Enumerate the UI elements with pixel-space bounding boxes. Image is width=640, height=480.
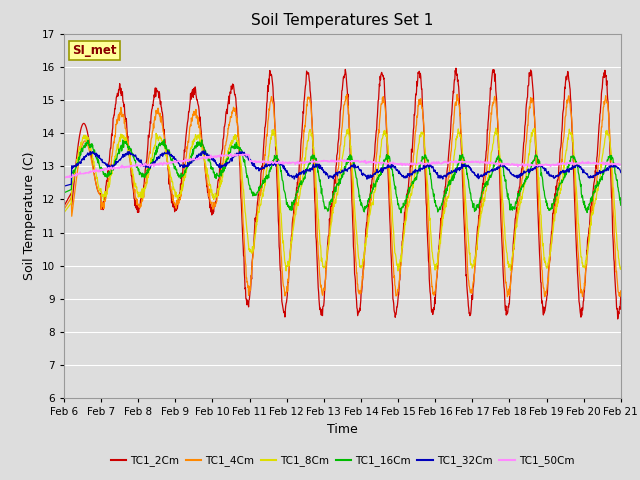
TC1_4Cm (184, 140, 191, 145)
TC1_2Cm (614, 316, 621, 322)
TC1_32Cm (184, 163, 192, 169)
Line: TC1_8Cm: TC1_8Cm (64, 128, 621, 271)
Line: TC1_32Cm: TC1_32Cm (64, 151, 621, 186)
TC1_4Cm (170, 200, 178, 205)
TC1_32Cm (617, 169, 625, 175)
TC1_2Cm (452, 65, 460, 71)
TC1_2Cm (617, 293, 625, 299)
TC1_2Cm (246, 288, 254, 293)
TC1_4Cm (246, 288, 254, 294)
TC1_2Cm (60, 203, 68, 209)
TC1_8Cm (429, 257, 437, 263)
TC1_4Cm (429, 289, 436, 295)
TC1_4Cm (453, 92, 461, 97)
TC1_50Cm (171, 158, 179, 164)
TC1_2Cm (184, 118, 191, 124)
TC1_4Cm (502, 279, 509, 285)
TC1_8Cm (492, 125, 500, 131)
TC1_2Cm (551, 191, 559, 196)
TC1_2Cm (429, 312, 436, 317)
TC1_8Cm (184, 163, 191, 169)
TC1_4Cm (617, 288, 625, 294)
TC1_16Cm (429, 193, 437, 199)
TC1_50Cm (617, 161, 625, 167)
TC1_16Cm (617, 203, 625, 208)
TC1_2Cm (170, 204, 178, 210)
TC1_50Cm (502, 161, 510, 167)
X-axis label: Time: Time (327, 423, 358, 436)
TC1_16Cm (161, 137, 168, 143)
Title: Soil Temperatures Set 1: Soil Temperatures Set 1 (252, 13, 433, 28)
TC1_50Cm (227, 151, 235, 156)
Line: TC1_2Cm: TC1_2Cm (64, 68, 621, 319)
TC1_32Cm (60, 183, 68, 189)
TC1_50Cm (184, 158, 192, 164)
TC1_4Cm (552, 203, 559, 209)
TC1_32Cm (164, 148, 172, 154)
Y-axis label: Soil Temperature (C): Soil Temperature (C) (23, 152, 36, 280)
TC1_16Cm (502, 185, 510, 191)
TC1_50Cm (429, 160, 437, 166)
TC1_50Cm (61, 175, 69, 181)
TC1_32Cm (429, 165, 437, 170)
TC1_32Cm (551, 174, 559, 180)
TC1_8Cm (60, 210, 68, 216)
Line: TC1_16Cm: TC1_16Cm (64, 140, 621, 213)
TC1_50Cm (247, 158, 255, 164)
Text: SI_met: SI_met (72, 44, 117, 57)
TC1_16Cm (184, 163, 192, 168)
TC1_8Cm (552, 210, 559, 216)
TC1_8Cm (246, 248, 254, 254)
TC1_16Cm (246, 186, 254, 192)
TC1_32Cm (246, 157, 254, 163)
TC1_8Cm (502, 246, 510, 252)
TC1_16Cm (60, 190, 68, 196)
Legend: TC1_2Cm, TC1_4Cm, TC1_8Cm, TC1_16Cm, TC1_32Cm, TC1_50Cm: TC1_2Cm, TC1_4Cm, TC1_8Cm, TC1_16Cm, TC1… (106, 451, 579, 470)
Line: TC1_50Cm: TC1_50Cm (64, 154, 621, 178)
TC1_32Cm (502, 164, 509, 170)
TC1_4Cm (60, 206, 68, 212)
TC1_2Cm (502, 303, 509, 309)
TC1_32Cm (171, 156, 179, 162)
TC1_8Cm (394, 268, 402, 274)
TC1_4Cm (504, 294, 511, 300)
TC1_8Cm (617, 264, 625, 270)
TC1_8Cm (170, 187, 178, 192)
TC1_16Cm (397, 210, 405, 216)
Line: TC1_4Cm: TC1_4Cm (64, 95, 621, 297)
TC1_50Cm (60, 175, 68, 181)
TC1_16Cm (552, 193, 559, 199)
TC1_50Cm (552, 161, 559, 167)
TC1_16Cm (171, 166, 179, 172)
